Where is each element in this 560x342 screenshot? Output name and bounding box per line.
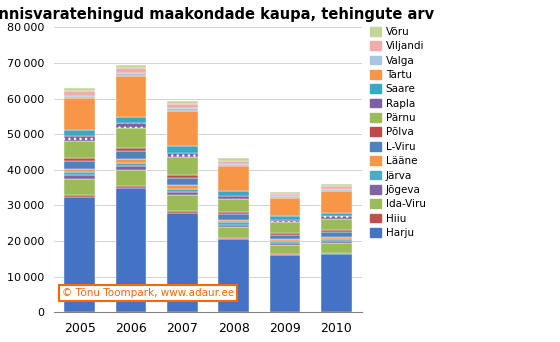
Bar	[321, 237, 352, 239]
Bar	[115, 159, 146, 163]
Bar	[269, 196, 300, 198]
Bar	[321, 213, 352, 216]
Bar	[218, 158, 249, 161]
Legend: Võru, Viljandi, Valga, Tartu, Saare, Rapla, Pärnu, Põlva, L-Viru, Lääne, Järva, : Võru, Viljandi, Valga, Tartu, Saare, Rap…	[370, 27, 426, 238]
Bar	[167, 153, 198, 157]
Bar	[115, 163, 146, 166]
Bar	[115, 188, 146, 312]
Bar	[218, 164, 249, 166]
Bar	[167, 108, 198, 111]
Bar	[269, 222, 300, 233]
Bar	[218, 196, 249, 199]
Bar	[64, 179, 95, 195]
Bar	[64, 197, 95, 312]
Bar	[218, 161, 249, 164]
Bar	[64, 172, 95, 175]
Bar	[269, 194, 300, 196]
Bar	[64, 96, 95, 98]
Bar	[167, 175, 198, 177]
Bar	[218, 166, 249, 191]
Bar	[218, 199, 249, 212]
Bar	[115, 186, 146, 188]
Bar	[167, 185, 198, 188]
Bar	[321, 231, 352, 232]
Text: © Tõnu Toompark, www.adaur.ee: © Tõnu Toompark, www.adaur.ee	[62, 288, 234, 298]
Bar	[269, 254, 300, 255]
Bar	[269, 192, 300, 194]
Bar	[321, 241, 352, 243]
Bar	[269, 198, 300, 216]
Bar	[269, 243, 300, 245]
Bar	[218, 239, 249, 312]
Bar	[115, 148, 146, 151]
Bar	[269, 241, 300, 243]
Bar	[115, 68, 146, 73]
Bar	[167, 111, 198, 146]
Bar	[64, 136, 95, 141]
Bar	[269, 216, 300, 220]
Bar	[167, 101, 198, 104]
Bar	[167, 188, 198, 192]
Bar	[218, 238, 249, 239]
Bar	[218, 212, 249, 214]
Title: Kinnisvaratehingud maakondade kaupa, tehingute arv: Kinnisvaratehingud maakondade kaupa, teh…	[0, 7, 434, 22]
Bar	[115, 170, 146, 186]
Bar	[115, 128, 146, 148]
Bar	[218, 191, 249, 196]
Bar	[167, 157, 198, 175]
Bar	[64, 130, 95, 136]
Bar	[321, 239, 352, 241]
Bar	[64, 175, 95, 179]
Bar	[218, 220, 249, 222]
Bar	[115, 117, 146, 123]
Bar	[321, 253, 352, 312]
Bar	[167, 177, 198, 185]
Bar	[269, 235, 300, 239]
Bar	[321, 189, 352, 190]
Bar	[115, 166, 146, 170]
Bar	[321, 216, 352, 219]
Bar	[167, 211, 198, 213]
Bar	[269, 255, 300, 312]
Bar	[64, 158, 95, 160]
Bar	[64, 195, 95, 197]
Bar	[321, 243, 352, 253]
Bar	[167, 146, 198, 153]
Bar	[321, 219, 352, 231]
Bar	[167, 195, 198, 211]
Bar	[269, 245, 300, 254]
Bar	[115, 151, 146, 159]
Bar	[167, 192, 198, 195]
Bar	[218, 225, 249, 227]
Bar	[115, 65, 146, 68]
Bar	[64, 160, 95, 169]
Bar	[167, 213, 198, 312]
Bar	[64, 141, 95, 158]
Bar	[64, 98, 95, 130]
Bar	[64, 88, 95, 91]
Bar	[218, 214, 249, 220]
Bar	[115, 76, 146, 117]
Bar	[115, 123, 146, 128]
Bar	[321, 190, 352, 213]
Bar	[269, 233, 300, 235]
Bar	[64, 169, 95, 172]
Bar	[167, 104, 198, 108]
Bar	[64, 91, 95, 96]
Bar	[321, 184, 352, 186]
Bar	[218, 222, 249, 225]
Bar	[321, 232, 352, 237]
Bar	[269, 239, 300, 241]
Bar	[269, 220, 300, 222]
Bar	[115, 73, 146, 76]
Bar	[321, 186, 352, 189]
Bar	[218, 227, 249, 238]
